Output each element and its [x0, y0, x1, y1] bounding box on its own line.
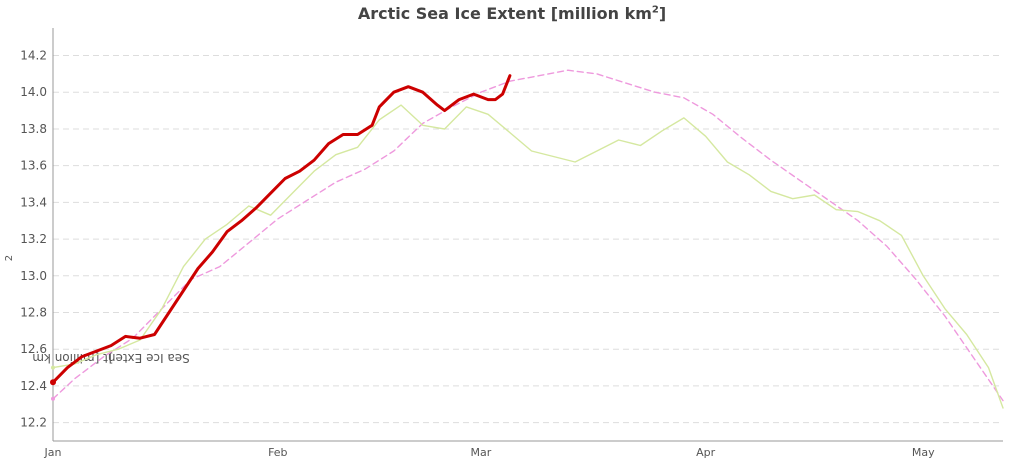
axes: 12.2 12.4 12.6 12.8 13.0 13.2 13.4 13.6 13.8 14.0… — [20, 28, 1003, 459]
y-tick-label: 12.6 — [20, 342, 47, 356]
y-tick-label: 13.6 — [20, 159, 47, 173]
y-tick-label: 14.0 — [20, 85, 47, 99]
x-tick-label: Jan — [44, 446, 62, 459]
series-lines — [50, 69, 1004, 409]
series-start-point-1 — [51, 396, 55, 401]
series-start-point-2 — [51, 365, 55, 370]
y-tick-label: 14.2 — [20, 49, 47, 63]
y-tick-label: 13.0 — [20, 269, 47, 283]
y-tick-label: 12.2 — [20, 416, 47, 430]
series-line-1 — [52, 69, 1004, 402]
series-line-3 — [51, 74, 512, 384]
y-tick-label: 12.4 — [20, 379, 47, 393]
x-tick-label: Mar — [470, 446, 491, 459]
x-tick-label: Apr — [696, 446, 716, 459]
y-tick-label: 13.2 — [20, 232, 47, 246]
series-start-point-3 — [50, 379, 56, 386]
series-line-2 — [52, 104, 1004, 409]
y-tick-label: 13.4 — [20, 195, 47, 209]
y-tick-label: 12.8 — [20, 306, 47, 320]
chart-title: Arctic Sea Ice Extent [million km2] — [357, 4, 667, 23]
y-tick-label: 13.8 — [20, 122, 47, 136]
x-tick-label: May — [912, 446, 935, 459]
x-tick-label: Feb — [268, 446, 287, 459]
grid-lines — [53, 55, 1003, 424]
